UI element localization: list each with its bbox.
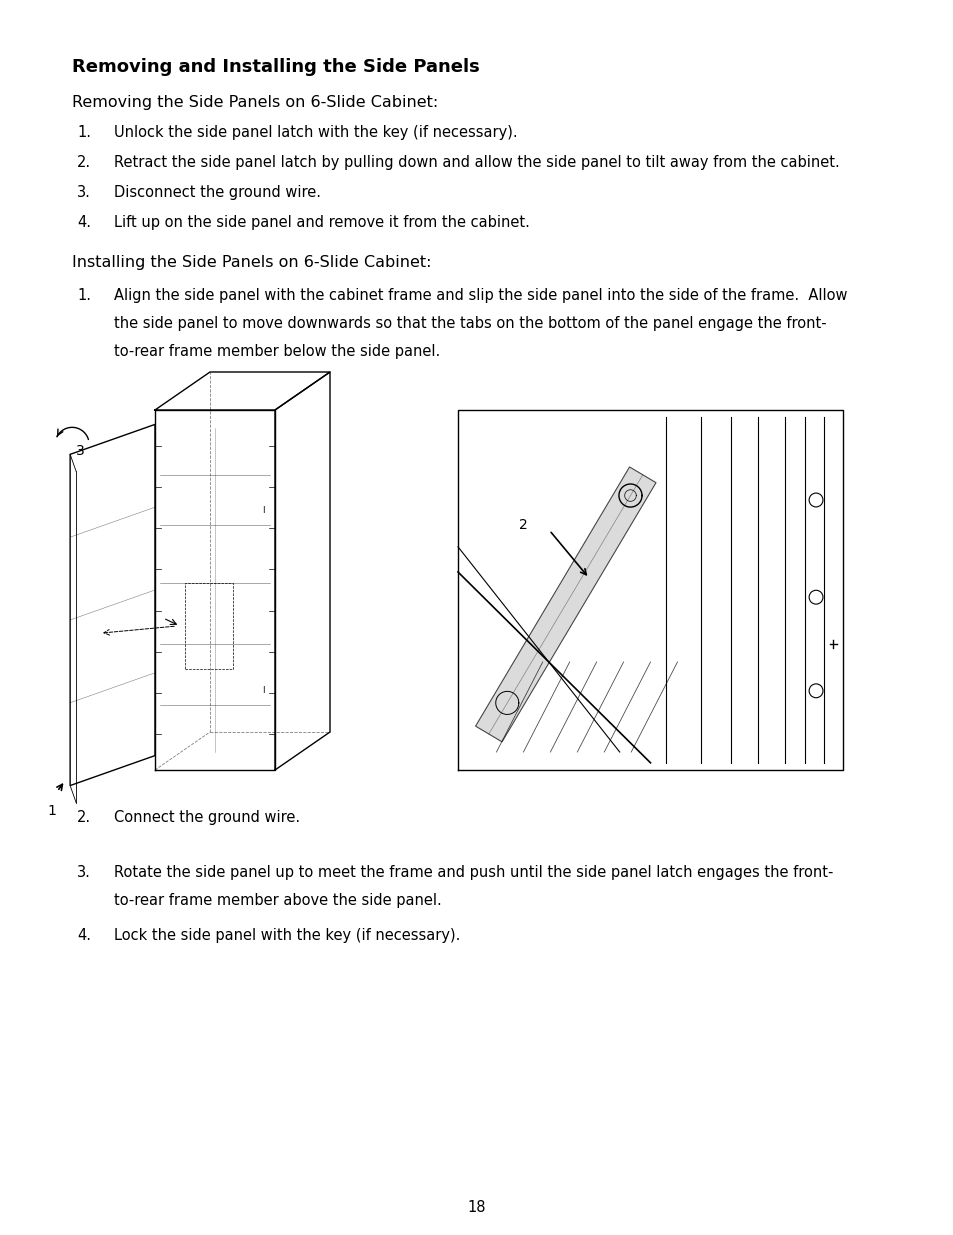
Text: I: I xyxy=(261,687,264,695)
Text: to-rear frame member above the side panel.: to-rear frame member above the side pane… xyxy=(113,893,441,908)
Text: Removing the Side Panels on 6-Slide Cabinet:: Removing the Side Panels on 6-Slide Cabi… xyxy=(71,95,437,110)
Text: Lock the side panel with the key (if necessary).: Lock the side panel with the key (if nec… xyxy=(113,927,460,944)
Text: 3: 3 xyxy=(75,445,84,458)
Text: Align the side panel with the cabinet frame and slip the side panel into the sid: Align the side panel with the cabinet fr… xyxy=(113,288,846,303)
Text: the side panel to move downwards so that the tabs on the bottom of the panel eng: the side panel to move downwards so that… xyxy=(113,316,825,331)
Text: 4.: 4. xyxy=(77,927,91,944)
Text: 2: 2 xyxy=(518,519,527,532)
Text: Installing the Side Panels on 6-Slide Cabinet:: Installing the Side Panels on 6-Slide Ca… xyxy=(71,254,431,270)
Text: 4.: 4. xyxy=(77,215,91,230)
Text: Unlock the side panel latch with the key (if necessary).: Unlock the side panel latch with the key… xyxy=(113,125,517,140)
Text: Connect the ground wire.: Connect the ground wire. xyxy=(113,810,300,825)
Text: Lift up on the side panel and remove it from the cabinet.: Lift up on the side panel and remove it … xyxy=(113,215,529,230)
Text: Retract the side panel latch by pulling down and allow the side panel to tilt aw: Retract the side panel latch by pulling … xyxy=(113,156,839,170)
Text: 3.: 3. xyxy=(77,185,91,200)
Text: Disconnect the ground wire.: Disconnect the ground wire. xyxy=(113,185,320,200)
Text: 1.: 1. xyxy=(77,288,91,303)
Text: to-rear frame member below the side panel.: to-rear frame member below the side pane… xyxy=(113,345,439,359)
Text: Rotate the side panel up to meet the frame and push until the side panel latch e: Rotate the side panel up to meet the fra… xyxy=(113,864,833,881)
Text: 1: 1 xyxy=(48,804,56,818)
Text: I: I xyxy=(261,506,264,515)
Text: Removing and Installing the Side Panels: Removing and Installing the Side Panels xyxy=(71,58,479,77)
Text: 2.: 2. xyxy=(77,810,91,825)
Text: 2.: 2. xyxy=(77,156,91,170)
Text: 1.: 1. xyxy=(77,125,91,140)
Polygon shape xyxy=(475,467,656,742)
Text: 18: 18 xyxy=(467,1200,486,1215)
Text: 3.: 3. xyxy=(77,864,91,881)
